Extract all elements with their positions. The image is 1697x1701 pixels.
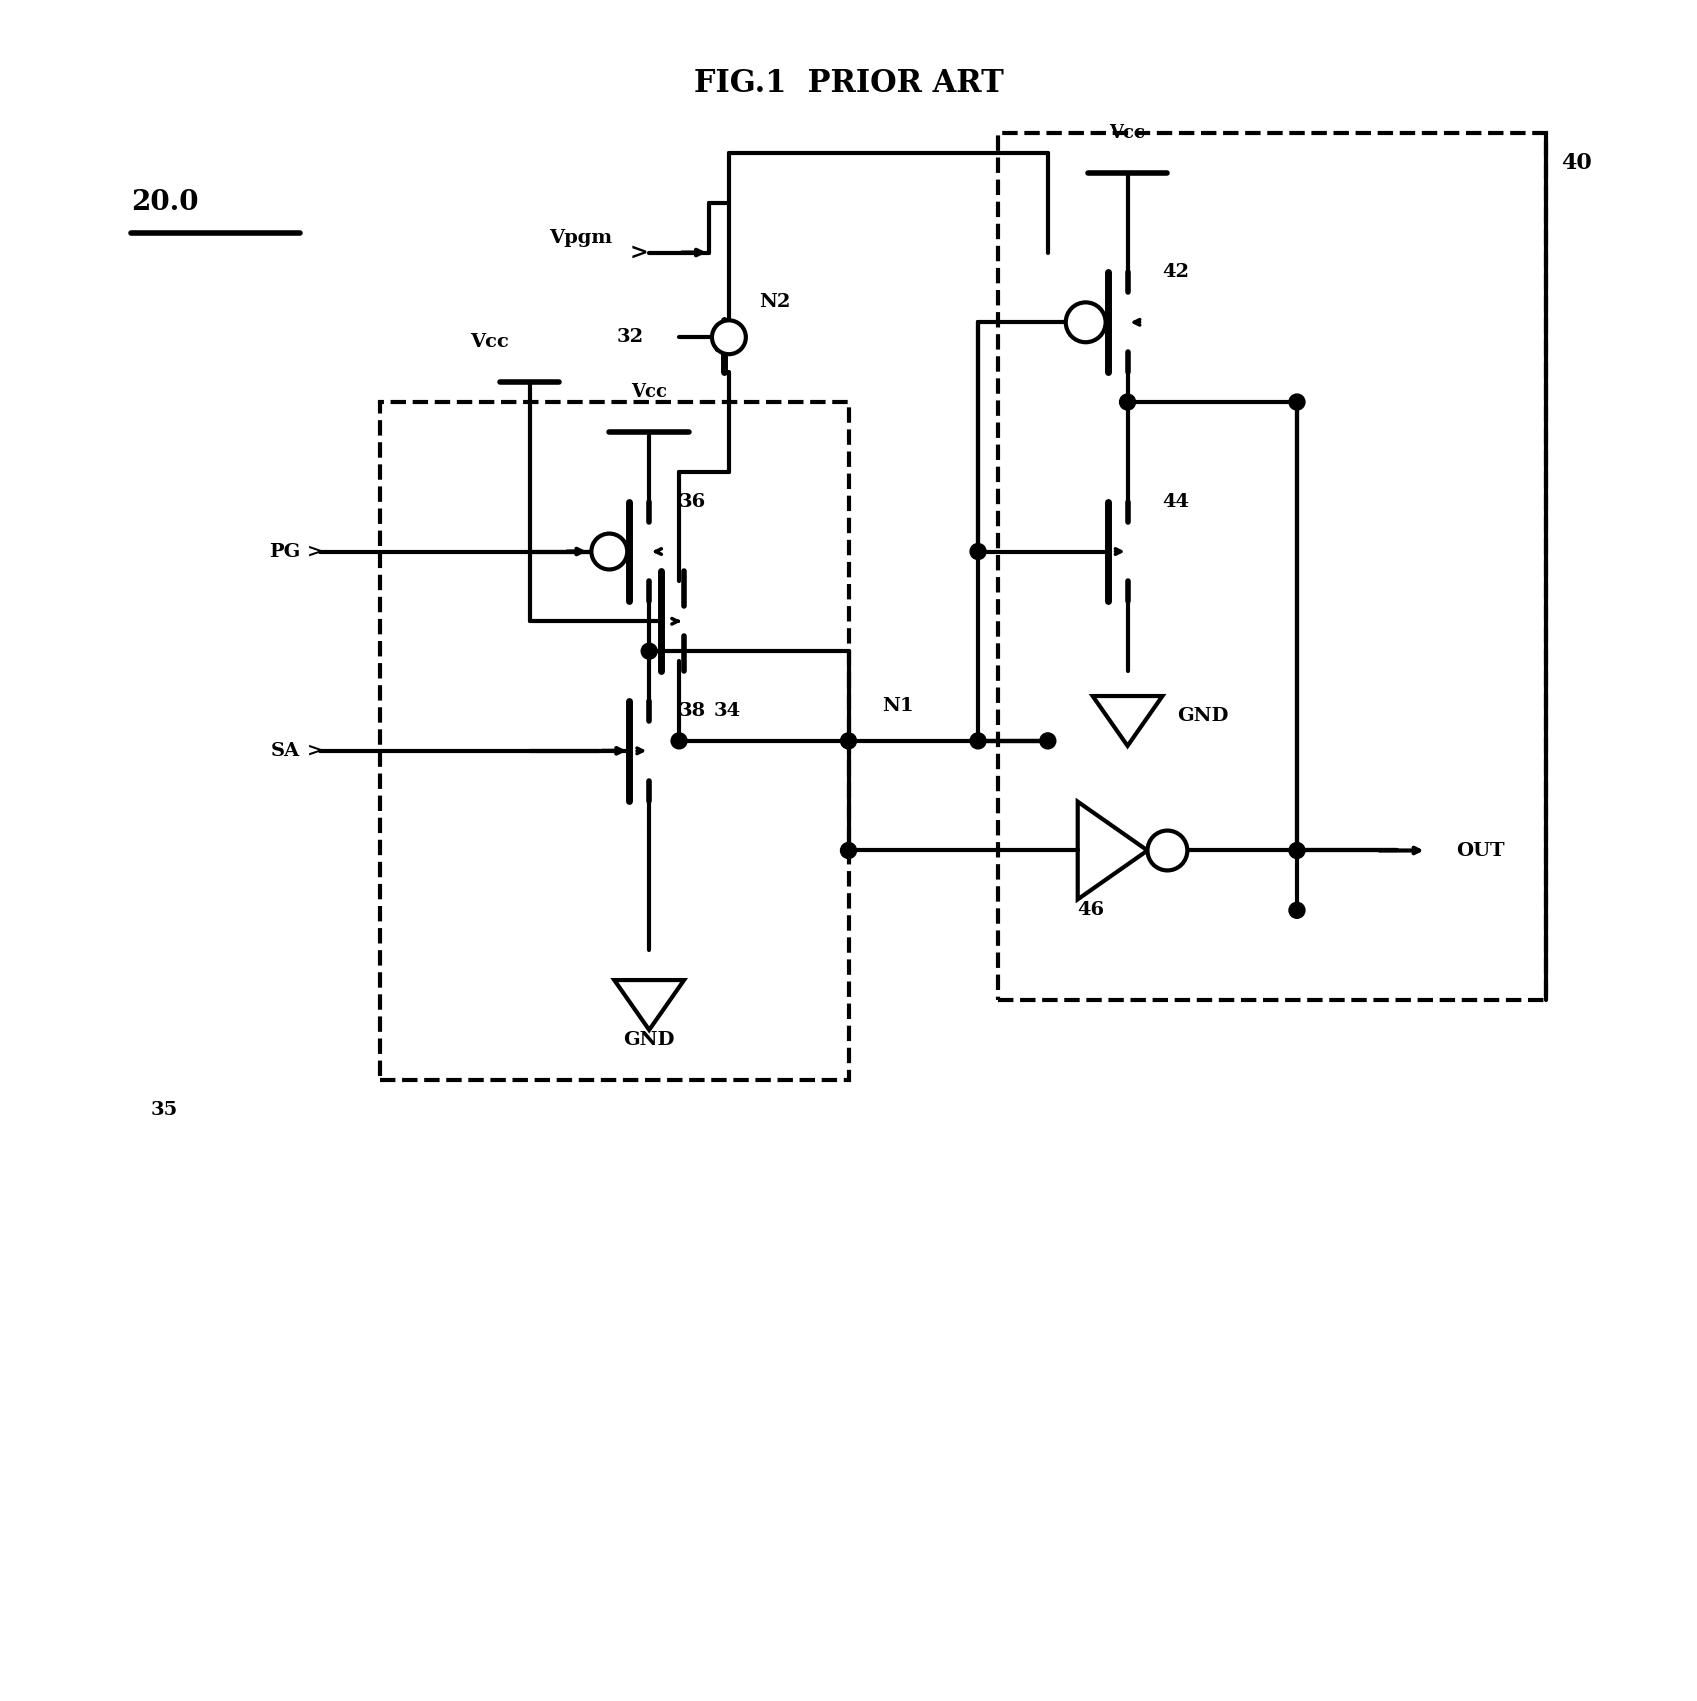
Circle shape <box>971 544 986 560</box>
Text: GND: GND <box>623 1031 675 1050</box>
Text: PG: PG <box>270 543 300 561</box>
Text: 35: 35 <box>151 1101 178 1119</box>
Circle shape <box>1290 902 1305 919</box>
Text: Vcc: Vcc <box>470 333 509 350</box>
Text: FIG.1  PRIOR ART: FIG.1 PRIOR ART <box>694 68 1003 99</box>
Circle shape <box>1147 830 1188 871</box>
Text: >: > <box>307 742 324 760</box>
Text: 38: 38 <box>679 703 706 720</box>
Text: GND: GND <box>1178 708 1229 725</box>
Circle shape <box>840 842 857 859</box>
Text: Vcc: Vcc <box>631 383 667 401</box>
Circle shape <box>713 320 747 354</box>
Circle shape <box>1066 303 1106 342</box>
Text: 36: 36 <box>679 493 706 510</box>
Circle shape <box>1290 842 1305 859</box>
Circle shape <box>670 733 687 748</box>
Circle shape <box>1120 395 1135 410</box>
Circle shape <box>1040 733 1056 748</box>
Text: 46: 46 <box>1078 902 1105 919</box>
Text: 32: 32 <box>618 328 645 347</box>
Circle shape <box>840 733 857 748</box>
Text: Vcc: Vcc <box>1110 124 1145 141</box>
Circle shape <box>591 534 628 570</box>
Text: >: > <box>630 242 648 264</box>
Text: 40: 40 <box>1561 151 1592 174</box>
Text: 34: 34 <box>714 703 742 720</box>
Circle shape <box>1290 395 1305 410</box>
Circle shape <box>971 733 986 748</box>
Text: OUT: OUT <box>1456 842 1505 859</box>
Text: >: > <box>307 543 324 561</box>
Text: Vpgm: Vpgm <box>550 228 613 247</box>
Text: 44: 44 <box>1162 493 1190 510</box>
Text: N1: N1 <box>882 697 915 714</box>
Text: 42: 42 <box>1162 264 1190 281</box>
Circle shape <box>641 643 657 660</box>
Text: SA: SA <box>272 742 300 760</box>
Text: N2: N2 <box>759 293 791 311</box>
Text: 20.0: 20.0 <box>131 189 199 216</box>
